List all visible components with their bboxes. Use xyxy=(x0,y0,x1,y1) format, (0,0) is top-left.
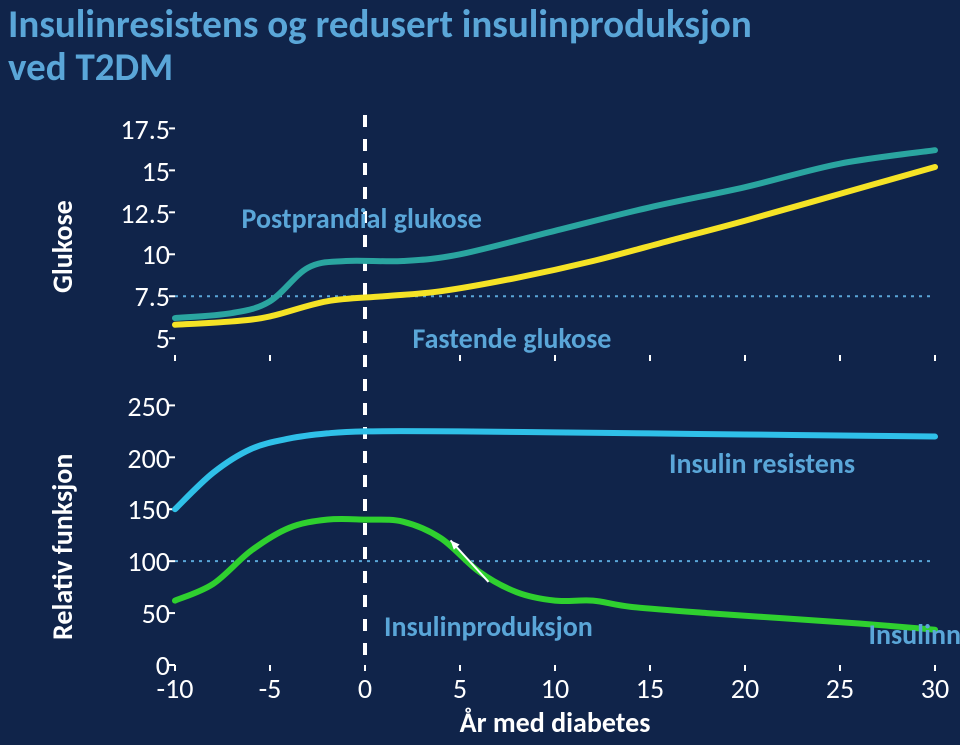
label-insulin-resistance: Insulin resistens xyxy=(669,446,855,481)
label-insulin-production: Insulinproduksjon xyxy=(384,609,593,644)
label-fasting: Fastende glukose xyxy=(413,321,612,356)
label-insulin-level: Insulinnivå xyxy=(869,617,960,652)
label-postprandial: Postprandial glukose xyxy=(242,201,482,236)
